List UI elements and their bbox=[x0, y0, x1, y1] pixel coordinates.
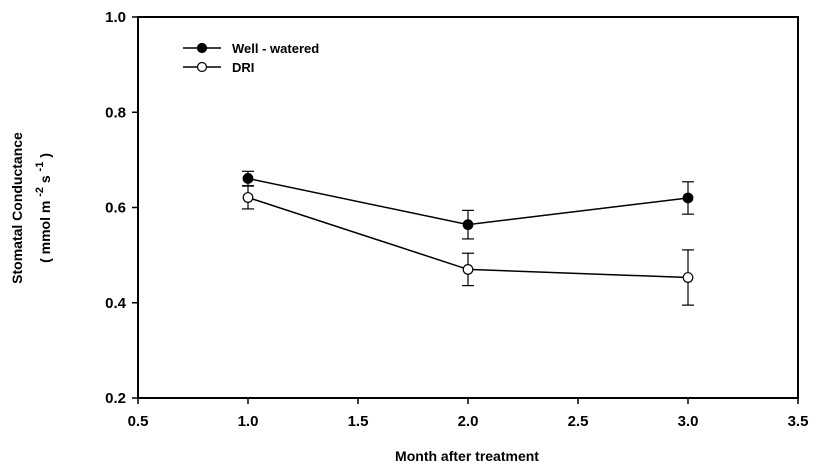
y-axis-unit-part: s bbox=[37, 175, 53, 183]
legend-entry: Well - watered bbox=[183, 41, 319, 56]
x-tick-label: 1.0 bbox=[238, 413, 259, 430]
legend: Well - watered DRI bbox=[183, 41, 319, 75]
legend-label-well-watered: Well - watered bbox=[232, 41, 319, 56]
y-axis-unit-part: ) bbox=[37, 153, 53, 158]
y-axis-ticks: 0.2 0.4 0.6 0.8 1.0 bbox=[105, 9, 138, 407]
data-point-open-circle bbox=[242, 192, 254, 203]
x-axis-title: Month after treatment bbox=[395, 448, 539, 464]
x-axis-ticks: 0.5 1.0 1.5 2.0 2.5 3.0 3.5 bbox=[128, 398, 809, 430]
y-axis-unit-part: ( mmol m bbox=[37, 201, 53, 263]
data-point-filled-circle bbox=[682, 192, 694, 204]
x-tick-label: 2.5 bbox=[568, 413, 589, 430]
y-axis-title-line1: Stomatal Conductance bbox=[9, 132, 25, 284]
x-tick-label: 1.5 bbox=[348, 413, 369, 430]
legend-marker-filled-circle bbox=[196, 42, 208, 54]
legend-label-dri: DRI bbox=[232, 60, 254, 75]
y-tick-label: 1.0 bbox=[105, 9, 126, 26]
y-tick-label: 0.4 bbox=[105, 295, 127, 312]
data-point-filled-circle bbox=[242, 173, 254, 184]
data-point-filled-circle bbox=[462, 219, 474, 231]
x-tick-label: 0.5 bbox=[128, 413, 149, 430]
legend-marker-open-circle bbox=[196, 61, 208, 73]
y-axis-unit-superscript: -1 bbox=[34, 162, 46, 172]
y-axis-title-line2: ( mmol m -2 s -1 ) bbox=[30, 153, 53, 263]
y-tick-label: 0.2 bbox=[105, 390, 126, 407]
x-tick-label: 3.5 bbox=[788, 413, 809, 430]
x-tick-label: 2.0 bbox=[458, 413, 479, 430]
legend-entry: DRI bbox=[183, 60, 254, 75]
data-point-open-circle bbox=[462, 264, 474, 275]
series-layer bbox=[242, 170, 694, 306]
y-tick-label: 0.8 bbox=[105, 104, 126, 121]
data-point-open-circle bbox=[682, 272, 694, 283]
y-axis-title: Stomatal Conductance ( mmol m -2 s -1 ) bbox=[9, 132, 53, 284]
y-tick-label: 0.6 bbox=[105, 200, 126, 217]
x-tick-label: 3.0 bbox=[678, 413, 699, 430]
y-axis-unit-superscript: -2 bbox=[34, 187, 46, 197]
